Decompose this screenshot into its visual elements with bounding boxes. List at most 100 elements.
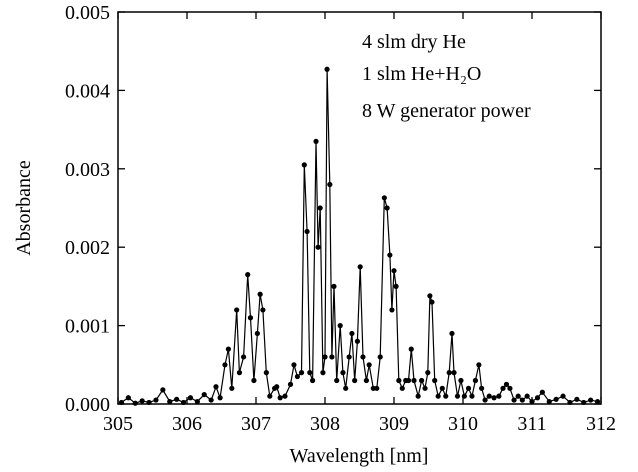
data-point xyxy=(146,399,152,406)
data-point xyxy=(245,272,251,278)
data-point xyxy=(291,362,297,368)
x-tick-label: 312 xyxy=(586,413,616,435)
data-point xyxy=(539,389,545,395)
data-point xyxy=(465,385,472,391)
data-point xyxy=(187,395,194,401)
data-point xyxy=(139,398,145,404)
data-point xyxy=(257,291,263,297)
data-point xyxy=(313,138,319,144)
data-point xyxy=(194,399,200,405)
data-point xyxy=(524,393,530,399)
data-point xyxy=(294,373,300,380)
data-point xyxy=(529,399,535,405)
data-point xyxy=(419,377,425,384)
data-point xyxy=(160,387,166,393)
data-point xyxy=(320,370,326,376)
data-point xyxy=(354,338,361,344)
data-point xyxy=(329,354,335,360)
data-point xyxy=(366,362,372,368)
data-point xyxy=(322,354,328,360)
data-point xyxy=(132,400,138,406)
data-point xyxy=(546,399,552,405)
data-point xyxy=(287,381,294,387)
data-point xyxy=(360,354,366,360)
x-tick-label: 310 xyxy=(448,413,478,435)
data-point xyxy=(486,393,492,399)
data-point xyxy=(324,66,330,72)
data-point xyxy=(327,181,333,188)
data-point xyxy=(405,377,412,384)
data-point xyxy=(588,397,594,403)
data-point xyxy=(425,370,431,376)
data-point xyxy=(174,396,180,402)
data-point xyxy=(208,397,214,403)
data-point xyxy=(435,393,441,399)
x-tick-label: 311 xyxy=(517,413,546,435)
data-point xyxy=(374,385,380,391)
data-point xyxy=(391,268,397,274)
data-point xyxy=(458,377,464,384)
data-point xyxy=(334,377,340,384)
data-point xyxy=(236,370,243,376)
data-point xyxy=(317,205,323,211)
data-point xyxy=(567,399,573,406)
data-point xyxy=(574,396,580,402)
data-point xyxy=(337,323,343,329)
x-tick-label: 307 xyxy=(241,413,271,435)
data-point xyxy=(277,395,283,401)
data-point xyxy=(331,283,337,289)
data-point xyxy=(307,370,313,376)
data-point xyxy=(298,370,305,376)
data-point xyxy=(384,205,390,211)
data-point xyxy=(399,385,405,391)
data-point xyxy=(389,307,395,313)
data-point xyxy=(247,315,254,321)
data-point xyxy=(476,362,482,368)
data-point xyxy=(180,399,187,406)
data-point xyxy=(217,395,223,401)
data-point xyxy=(581,399,587,406)
data-point xyxy=(340,370,346,376)
annotation: 1 slm He+H₂O xyxy=(362,63,481,85)
data-point xyxy=(167,399,173,405)
data-point xyxy=(432,377,438,384)
data-point xyxy=(267,393,273,399)
data-point xyxy=(346,354,352,360)
data-point xyxy=(472,377,479,384)
data-point xyxy=(429,299,435,305)
data-point xyxy=(387,252,393,258)
y-tick-label: 0.001 xyxy=(65,316,110,338)
data-point xyxy=(251,377,257,384)
data-point xyxy=(553,396,559,402)
data-point xyxy=(229,385,235,391)
annotation: 8 W generator power xyxy=(362,100,531,122)
data-point xyxy=(446,370,452,376)
data-point xyxy=(396,377,402,384)
data-point xyxy=(315,244,321,250)
data-point xyxy=(507,385,513,391)
data-point xyxy=(482,397,488,403)
x-axis-label: Wavelength [nm] xyxy=(290,445,429,467)
data-point xyxy=(515,393,521,399)
data-point xyxy=(560,393,566,399)
y-tick-label: 0.000 xyxy=(65,394,110,416)
y-tick-label: 0.004 xyxy=(65,80,110,102)
data-point xyxy=(153,397,159,403)
data-point xyxy=(408,346,414,352)
data-point xyxy=(393,283,399,289)
data-point xyxy=(511,397,517,403)
data-point xyxy=(225,346,231,352)
data-point xyxy=(304,228,310,235)
x-tick-label: 309 xyxy=(379,413,409,435)
data-point xyxy=(309,377,316,384)
data-point xyxy=(234,307,240,313)
data-point xyxy=(451,370,457,376)
data-point xyxy=(443,393,449,399)
data-point xyxy=(254,330,260,337)
data-point xyxy=(594,399,601,405)
data-point xyxy=(363,377,369,384)
data-point xyxy=(352,377,358,384)
data-point xyxy=(213,384,219,390)
x-tick-label: 308 xyxy=(310,413,340,435)
plot-frame xyxy=(117,11,602,405)
